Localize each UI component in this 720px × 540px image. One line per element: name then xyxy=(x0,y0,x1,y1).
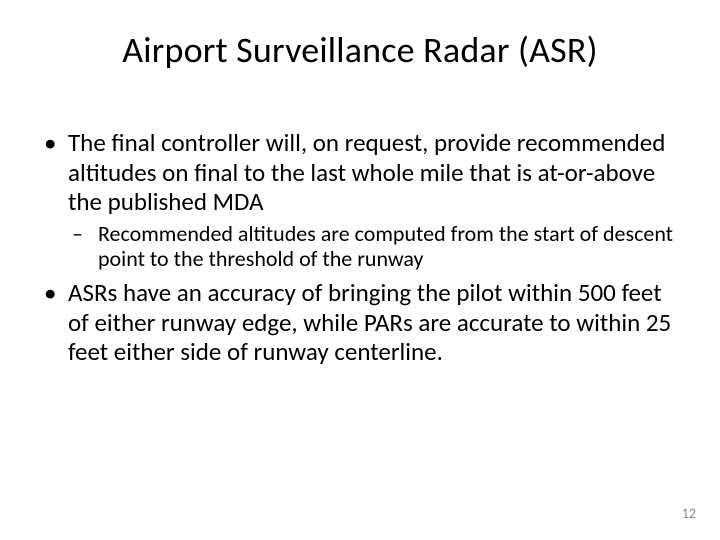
bullet-item: The final controller will, on request, p… xyxy=(38,128,682,272)
bullet-text: ASRs have an accuracy of bringing the pi… xyxy=(68,277,671,367)
slide-body: The final controller will, on request, p… xyxy=(38,128,682,373)
page-number: 12 xyxy=(682,505,696,522)
sub-bullet-text: Recommended altitudes are computed from … xyxy=(98,220,673,273)
bullet-list-level-2: Recommended altitudes are computed from … xyxy=(68,221,682,273)
bullet-list-level-1: The final controller will, on request, p… xyxy=(38,128,682,367)
slide: Airport Surveillance Radar (ASR) The fin… xyxy=(0,0,720,540)
bullet-text: The final controller will, on request, p… xyxy=(68,127,665,217)
slide-title: Airport Surveillance Radar (ASR) xyxy=(0,28,720,72)
sub-bullet-item: Recommended altitudes are computed from … xyxy=(68,221,682,273)
bullet-item: ASRs have an accuracy of bringing the pi… xyxy=(38,278,682,367)
